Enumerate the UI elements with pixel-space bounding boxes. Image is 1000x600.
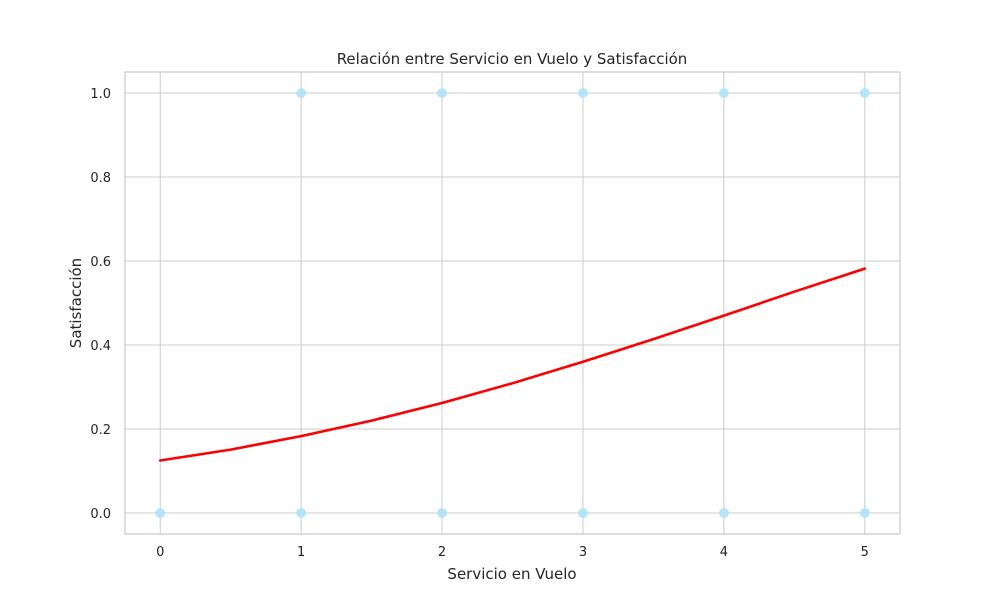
data-point [718, 88, 729, 98]
data-point [296, 88, 307, 98]
y-tick-label: 0.4 [90, 339, 111, 354]
plot-area [124, 71, 901, 535]
y-tick-labels: 0.0 0.2 0.4 0.6 0.8 1.0 [90, 87, 111, 522]
x-tick-label: 3 [579, 545, 587, 560]
y-tick-label: 1.0 [90, 87, 111, 102]
data-point [155, 508, 166, 518]
data-point [577, 508, 588, 518]
scatter-points [155, 88, 870, 518]
x-tick-labels: 0 1 2 3 4 5 [156, 545, 869, 560]
data-point [296, 508, 307, 518]
y-tick-label: 0.0 [90, 507, 111, 522]
logistic-curve [158, 267, 867, 462]
logistic-curve-layer [158, 267, 867, 462]
data-point [718, 508, 729, 518]
data-point [437, 88, 448, 98]
x-tick-label: 2 [438, 545, 446, 560]
x-tick-label: 1 [297, 545, 305, 560]
grid [125, 72, 900, 534]
data-point [859, 508, 870, 518]
y-tick-label: 0.2 [90, 423, 111, 438]
chart-title: Relación entre Servicio en Vuelo y Satis… [337, 50, 688, 68]
x-tick-label: 4 [720, 545, 728, 560]
y-tick-label: 0.8 [90, 171, 111, 186]
data-point [437, 508, 448, 518]
y-tick-label: 0.6 [90, 255, 111, 270]
data-point [859, 88, 870, 98]
data-point [577, 88, 588, 98]
x-tick-label: 0 [156, 545, 164, 560]
x-tick-label: 5 [861, 545, 869, 560]
y-axis-label: Satisfacción [67, 258, 85, 348]
x-axis-label: Servicio en Vuelo [447, 565, 576, 583]
